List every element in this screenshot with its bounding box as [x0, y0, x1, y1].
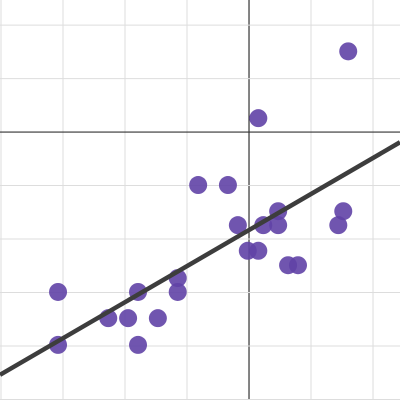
point	[249, 241, 268, 260]
point	[189, 176, 208, 195]
point	[249, 109, 268, 128]
point	[119, 309, 138, 328]
point	[329, 216, 348, 235]
point	[218, 176, 237, 195]
point	[269, 216, 288, 235]
point	[148, 309, 167, 328]
point	[228, 216, 247, 235]
point	[168, 282, 187, 301]
point	[49, 282, 68, 301]
point	[129, 335, 148, 354]
point	[334, 202, 353, 221]
trendline	[0, 140, 400, 377]
point	[289, 256, 308, 275]
point	[339, 42, 358, 61]
